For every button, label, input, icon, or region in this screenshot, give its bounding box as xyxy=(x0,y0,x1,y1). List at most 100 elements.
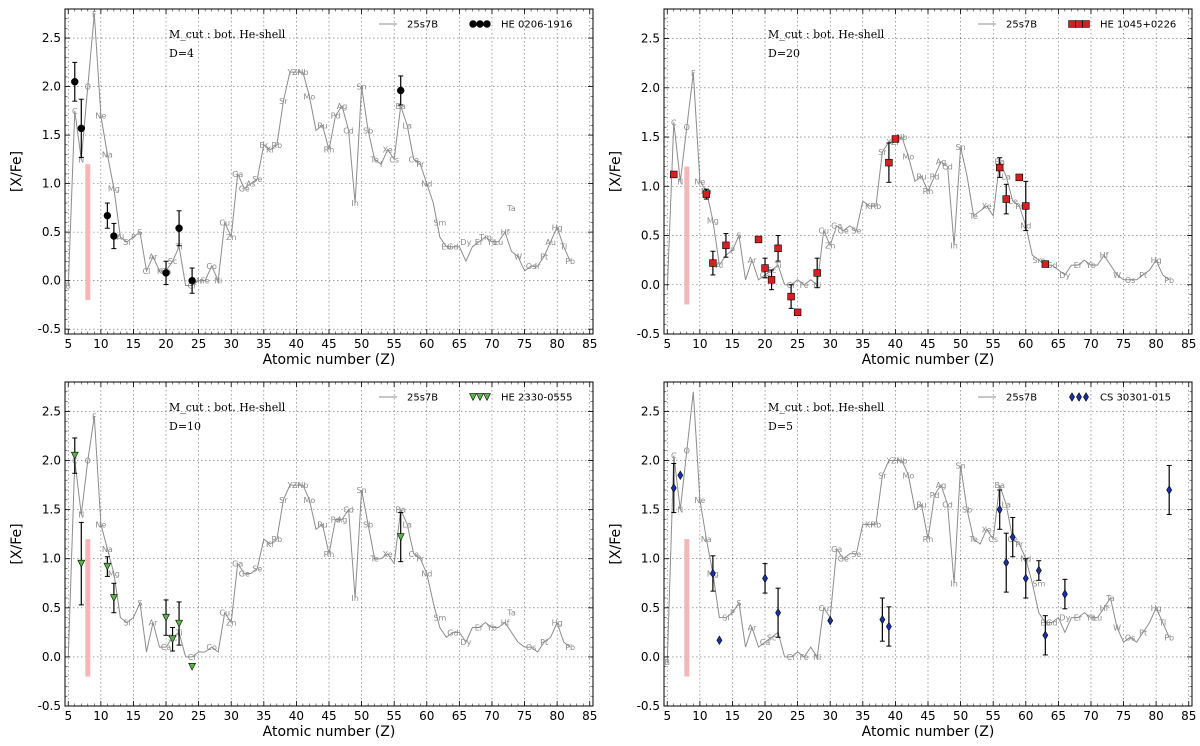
y-tick-label: 0.5 xyxy=(641,229,660,243)
element-label: Pr xyxy=(1015,202,1024,211)
x-tick-label: 60 xyxy=(419,709,434,723)
legend: 25s7B HE 2330-0555 xyxy=(379,393,573,404)
element-label: Ne xyxy=(95,112,106,121)
element-label: Rb xyxy=(871,520,882,529)
data-point xyxy=(670,483,677,493)
observations xyxy=(71,61,405,294)
element-label: C xyxy=(72,107,78,116)
element-label: P xyxy=(730,609,735,618)
x-tick-label: 25 xyxy=(790,337,805,351)
x-tick-label: 75 xyxy=(517,337,532,351)
element-label: O xyxy=(684,123,690,132)
element-label: Pd xyxy=(930,172,940,181)
element-label: Gd xyxy=(1046,261,1057,270)
data-point xyxy=(793,308,802,317)
y-tick-label: 1.0 xyxy=(42,552,61,566)
x-tick-label: 40 xyxy=(289,709,304,723)
element-label: Ba xyxy=(396,506,406,515)
x-tick-label: 30 xyxy=(224,709,239,723)
element-label: Cd xyxy=(942,501,953,510)
y-tick-label: 2.5 xyxy=(641,32,660,46)
x-tick-label: 75 xyxy=(1116,709,1131,723)
data-point xyxy=(996,163,1004,172)
element-label: Dy xyxy=(1059,614,1070,623)
data-point xyxy=(175,619,183,628)
x-tick-label: 85 xyxy=(582,709,597,723)
element-label: Ne xyxy=(694,177,705,186)
x-tick-label: 35 xyxy=(855,709,870,723)
element-label: Rh xyxy=(923,187,934,196)
element-label: Ti xyxy=(774,261,782,270)
element-label: Pb xyxy=(1164,276,1174,285)
element-label: Ag xyxy=(337,102,348,111)
element-label: Mo xyxy=(903,153,915,162)
data-point xyxy=(103,211,112,220)
element-label: Mg xyxy=(108,569,120,578)
element-label: W xyxy=(1113,623,1121,632)
element-label: Si xyxy=(722,614,729,623)
element-label: Kr xyxy=(266,540,275,549)
element-label: Dy xyxy=(460,238,471,247)
element-label: Cr xyxy=(787,653,797,662)
element-label: Nb xyxy=(297,481,308,490)
x-tick-label: 35 xyxy=(256,709,271,723)
element-label: Mn xyxy=(193,277,205,286)
y-tick-label: 1.5 xyxy=(42,503,61,517)
element-label: Sr xyxy=(878,148,887,157)
data-point xyxy=(1166,485,1173,495)
element-label: Ru xyxy=(317,121,327,130)
x-tick-label: 5 xyxy=(64,709,72,723)
y-tick-label: 2.5 xyxy=(42,31,61,45)
y-tick-label: 0.0 xyxy=(641,650,660,664)
y-tick-label: 1.0 xyxy=(42,177,61,191)
element-label: Sm xyxy=(1032,579,1045,588)
x-tick-label: 45 xyxy=(920,337,935,351)
element-label: As xyxy=(246,180,256,189)
grid xyxy=(65,9,593,334)
x-tick-label: 70 xyxy=(1083,337,1098,351)
element-label: Ni xyxy=(214,277,222,286)
x-tick-label: 45 xyxy=(321,337,336,351)
plot-area xyxy=(65,382,593,706)
annotation-mcut: M_cut : bot. He-shell xyxy=(169,28,286,41)
element-label: Ga xyxy=(831,222,842,231)
element-label: Cl xyxy=(143,267,151,276)
element-label: Na xyxy=(102,545,113,554)
element-label: W xyxy=(1113,271,1121,280)
legend-star-label: HE 1045+0226 xyxy=(1100,20,1176,31)
data-point xyxy=(827,615,834,626)
element-label: Ga xyxy=(831,545,842,554)
element-label: In xyxy=(950,241,957,250)
element-label: I xyxy=(380,160,382,169)
x-tick-label: 80 xyxy=(1149,337,1164,351)
element-label: Nd xyxy=(421,180,432,189)
element-label: F xyxy=(92,412,97,421)
element-label: Sr xyxy=(878,471,887,480)
x-tick-label: 80 xyxy=(550,709,565,723)
y-tick-label: 1.0 xyxy=(641,552,660,566)
x-tick-label: 50 xyxy=(354,337,369,351)
element-label: Sm xyxy=(1032,256,1045,265)
x-tick-label: 30 xyxy=(823,337,838,351)
legend-star-marker xyxy=(1076,392,1082,402)
plot-content: BCNOFNeNaMgAlSiPSClArKCaScTiCrMnFeCoNiCu… xyxy=(66,10,575,301)
data-point xyxy=(670,170,678,179)
element-label: Ti xyxy=(175,243,183,252)
element-label: Rh xyxy=(923,535,934,544)
element-label: Zn xyxy=(825,241,836,250)
pink-bar xyxy=(684,166,690,305)
data-point xyxy=(879,614,886,625)
element-label: Os xyxy=(1125,633,1135,642)
element-label: K xyxy=(157,267,163,276)
y-axis-label: [X/Fe] xyxy=(9,151,25,192)
y-tick-label: -0.5 xyxy=(38,699,61,713)
data-point xyxy=(396,533,405,542)
element-label: N xyxy=(677,506,683,515)
data-point xyxy=(103,562,112,571)
element-label: Ce xyxy=(408,550,419,559)
plot-area xyxy=(664,382,1192,706)
legend-star-marker xyxy=(483,393,491,402)
element-label: C xyxy=(671,118,677,127)
element-label: Sb xyxy=(363,126,373,135)
